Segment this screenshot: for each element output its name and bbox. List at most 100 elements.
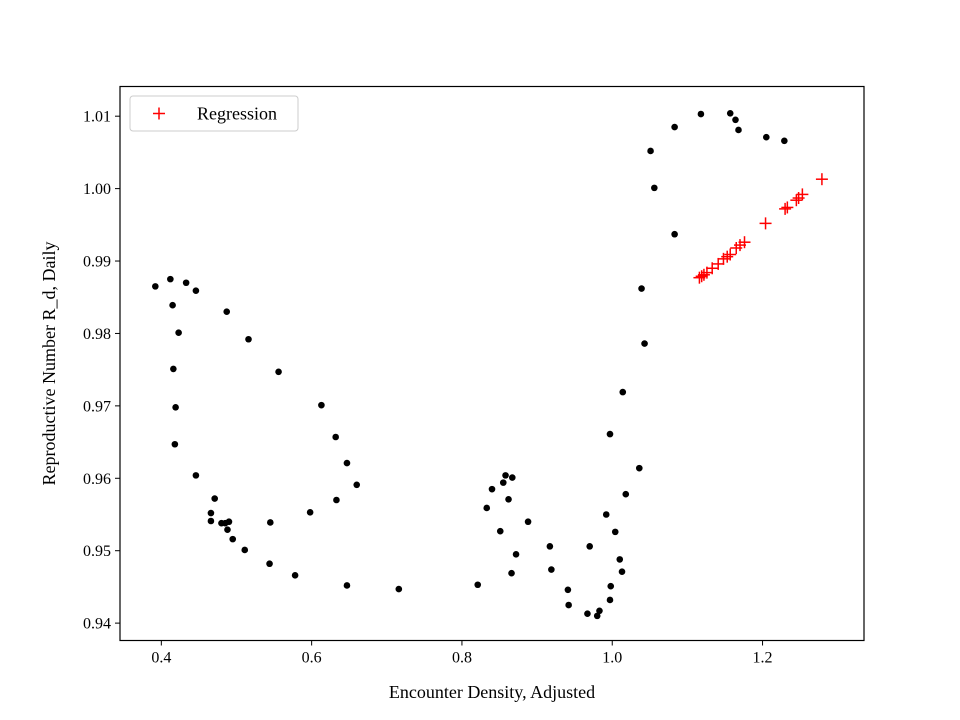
data-point	[606, 430, 614, 438]
data-point	[619, 388, 627, 396]
data-point	[565, 601, 572, 609]
data-point	[225, 518, 233, 526]
data-point	[171, 440, 179, 448]
data-point	[169, 301, 176, 309]
data-point	[395, 585, 403, 593]
data-point	[763, 133, 770, 141]
data-point	[167, 275, 174, 283]
data-point	[651, 184, 658, 192]
data-point	[732, 116, 739, 124]
legend-label-regression: Regression	[197, 104, 277, 124]
data-point	[508, 474, 516, 481]
data-point	[502, 472, 509, 479]
data-point	[343, 582, 351, 589]
data-point	[224, 526, 231, 533]
x-tick-label: 0.4	[151, 650, 171, 667]
data-point	[318, 401, 325, 409]
data-point	[606, 596, 614, 604]
regression-point	[781, 201, 794, 214]
data-point	[275, 368, 282, 376]
data-point	[607, 582, 615, 590]
data-point	[611, 528, 619, 536]
legend-box	[129, 95, 299, 132]
data-point	[641, 340, 648, 347]
data-point	[781, 137, 788, 145]
data-point	[586, 543, 593, 550]
data-point	[496, 527, 504, 535]
regression-point	[796, 188, 809, 201]
regression-point	[815, 173, 828, 186]
data-point	[483, 504, 491, 512]
legend-marker-regression	[153, 107, 165, 120]
data-point	[596, 607, 603, 615]
y-tick-label: 1.00	[83, 181, 111, 198]
regression-point	[697, 268, 710, 281]
data-point	[697, 110, 705, 118]
data-point	[508, 569, 515, 577]
data-point	[241, 546, 249, 554]
regression-point	[724, 248, 737, 261]
regression-point	[721, 250, 734, 263]
data-point	[182, 279, 190, 287]
data-point	[512, 551, 520, 558]
data-point	[488, 485, 496, 493]
data-point	[332, 433, 339, 441]
y-tick-label: 0.96	[83, 471, 111, 488]
legend: Regression	[129, 95, 299, 132]
data-point	[353, 481, 361, 489]
y-tick-label: 1.01	[83, 109, 111, 126]
data-point	[584, 610, 591, 618]
data-point	[267, 519, 274, 526]
data-point	[564, 586, 572, 594]
plot-frame	[119, 85, 865, 642]
data-point	[474, 581, 482, 589]
data-point	[223, 308, 231, 316]
data-point	[671, 123, 678, 131]
data-point	[211, 495, 218, 502]
data-point	[172, 404, 179, 411]
data-point	[602, 511, 610, 518]
data-point	[635, 464, 643, 472]
x-tick-label: 1.0	[602, 650, 622, 667]
data-point	[618, 568, 626, 576]
x-tick-label: 0.6	[302, 650, 322, 667]
data-point	[207, 509, 215, 517]
data-point	[524, 518, 532, 526]
data-point	[192, 287, 200, 295]
regression-point	[779, 202, 792, 215]
data-point	[735, 126, 742, 134]
y-tick-label: 0.97	[83, 398, 111, 415]
data-point	[671, 230, 678, 238]
axis-ticks: 0.4 0.6 0.8 1.0 1.2 0.94 0.95 0.96 0.97 0.98 0.99 1…	[83, 109, 773, 667]
data-point	[306, 509, 314, 516]
data-point	[546, 543, 554, 550]
regression-point	[712, 257, 725, 270]
data-point	[152, 283, 159, 290]
data-point	[499, 479, 507, 486]
data-point	[647, 147, 654, 155]
y-tick-label: 0.95	[83, 543, 111, 560]
y-tick-label: 0.94	[83, 616, 111, 633]
data-point	[229, 535, 237, 543]
data-point	[175, 329, 182, 337]
data-point	[726, 109, 734, 117]
data-point	[170, 365, 177, 373]
x-tick-label: 0.8	[452, 650, 472, 667]
data-point	[593, 612, 601, 620]
x-axis-label: Encounter Density, Adjusted	[389, 682, 595, 702]
regression-point	[738, 236, 751, 249]
regression-point	[706, 262, 719, 275]
data-point	[622, 490, 630, 498]
data-points	[152, 109, 828, 620]
y-axis-label: Reproductive Number R_d, Daily	[39, 242, 59, 486]
y-tick-label: 0.98	[83, 326, 111, 343]
data-point	[616, 556, 624, 563]
data-point	[192, 472, 200, 479]
data-point	[291, 572, 299, 579]
data-point	[548, 566, 555, 573]
data-point	[245, 335, 252, 343]
data-point	[207, 517, 215, 525]
data-point	[266, 560, 273, 568]
regression-point	[790, 194, 803, 207]
data-point	[333, 496, 340, 504]
